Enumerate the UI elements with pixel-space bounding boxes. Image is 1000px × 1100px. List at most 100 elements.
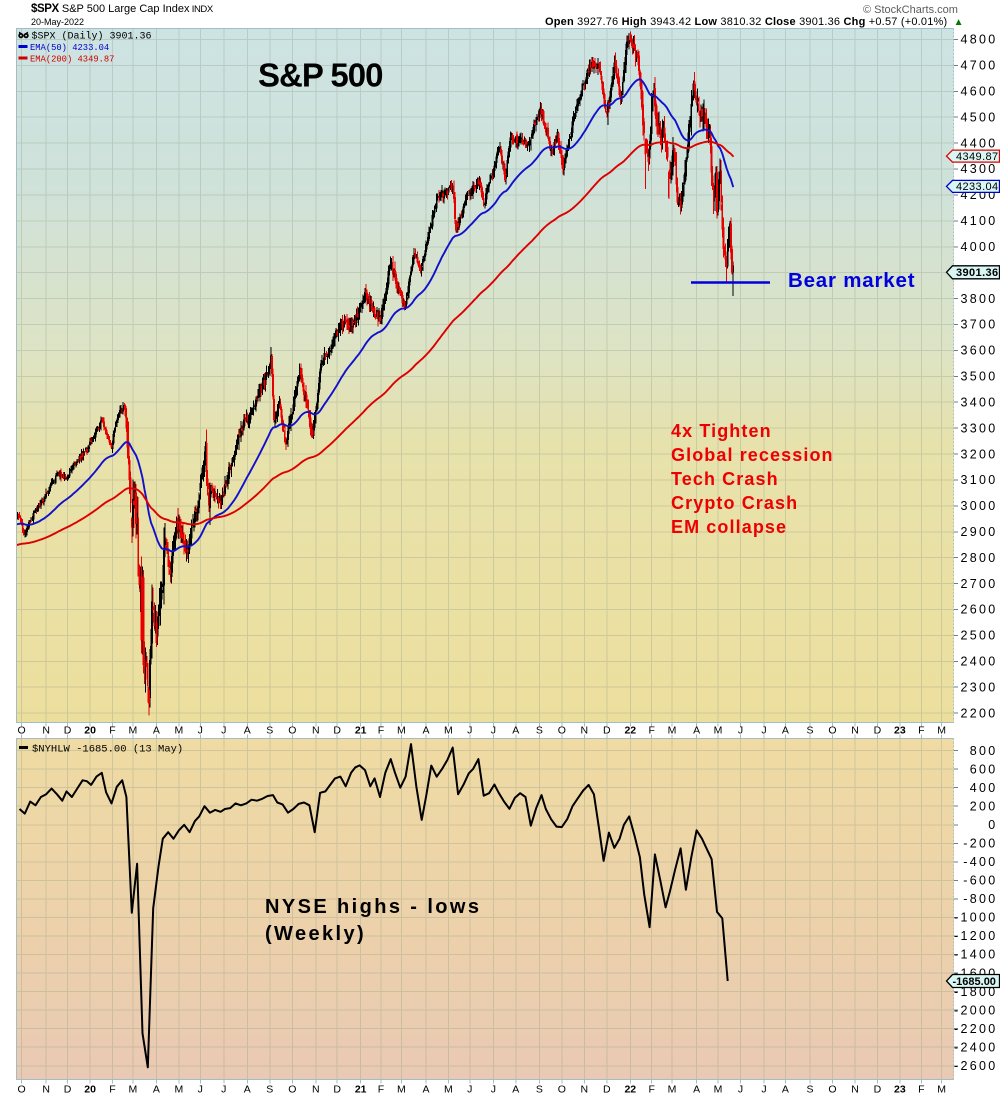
svg-text:S: S (266, 1084, 273, 1096)
svg-text:A: A (693, 725, 700, 737)
svg-text:2200: 2200 (960, 706, 997, 720)
svg-text:A: A (153, 1084, 160, 1096)
svg-text:2400: 2400 (960, 655, 997, 669)
svg-text:M: M (175, 725, 184, 737)
svg-text:F: F (918, 725, 924, 737)
svg-text:EMA(200) 4349.87: EMA(200) 4349.87 (30, 55, 114, 65)
svg-text:4233.04: 4233.04 (956, 181, 999, 193)
svg-text:D: D (874, 1084, 882, 1096)
svg-text:4349.87: 4349.87 (956, 151, 999, 163)
svg-text:D: D (603, 1084, 611, 1096)
svg-text:-800: -800 (963, 892, 997, 906)
svg-text:O: O (288, 725, 296, 737)
svg-text:F: F (378, 725, 384, 737)
svg-text:M: M (668, 725, 677, 737)
svg-text:4800: 4800 (960, 33, 997, 47)
svg-text:-2200: -2200 (954, 1022, 997, 1036)
svg-text:D: D (64, 725, 72, 737)
svg-text:A: A (153, 725, 160, 737)
svg-text:M: M (129, 725, 138, 737)
svg-text:F: F (378, 1084, 384, 1096)
svg-text:N: N (312, 1084, 320, 1096)
svg-text:A: A (782, 725, 789, 737)
svg-text:J: J (738, 1084, 743, 1096)
svg-text:4700: 4700 (960, 59, 997, 73)
svg-text:A: A (512, 725, 519, 737)
svg-text:-1000: -1000 (954, 911, 997, 925)
svg-text:4400: 4400 (960, 136, 997, 150)
svg-text:2800: 2800 (960, 551, 997, 565)
svg-text:O: O (828, 1084, 836, 1096)
svg-text:A: A (422, 725, 429, 737)
svg-text:J: J (761, 725, 766, 737)
svg-text:D: D (333, 1084, 341, 1096)
svg-text:D: D (64, 1084, 72, 1096)
svg-text:20: 20 (84, 1084, 96, 1096)
svg-text:M: M (397, 725, 406, 737)
svg-text:23: 23 (894, 1084, 906, 1096)
svg-text:4600: 4600 (960, 85, 997, 99)
svg-text:-1800: -1800 (954, 985, 997, 999)
svg-text:M: M (444, 1084, 453, 1096)
svg-text:3500: 3500 (960, 370, 997, 384)
svg-text:J: J (221, 725, 226, 737)
svg-text:-2400: -2400 (954, 1040, 997, 1054)
svg-text:F: F (648, 1084, 654, 1096)
svg-text:EM collapse: EM collapse (671, 517, 787, 537)
svg-text:A: A (244, 725, 251, 737)
svg-text:O: O (558, 1084, 566, 1096)
svg-text:A: A (422, 1084, 429, 1096)
svg-text:3800: 3800 (960, 292, 997, 306)
svg-text:$SPX (Daily) 3901.36: $SPX (Daily) 3901.36 (32, 31, 152, 43)
svg-text:22: 22 (624, 1084, 636, 1096)
svg-text:J: J (198, 1084, 203, 1096)
svg-text:F: F (109, 1084, 115, 1096)
svg-text:D: D (333, 725, 341, 737)
svg-text:-200: -200 (963, 837, 997, 851)
svg-text:O: O (828, 725, 836, 737)
svg-text:21: 21 (355, 1084, 367, 1096)
svg-text:-1200: -1200 (954, 929, 997, 943)
svg-text:-1400: -1400 (954, 948, 997, 962)
svg-text:20: 20 (84, 725, 96, 737)
svg-text:S: S (806, 725, 813, 737)
svg-text:O: O (18, 1084, 26, 1096)
svg-text:NYSE highs - lows: NYSE highs - lows (265, 896, 481, 918)
svg-text:O: O (18, 725, 26, 737)
svg-text:S: S (806, 1084, 813, 1096)
svg-text:3600: 3600 (960, 344, 997, 358)
svg-text:21: 21 (355, 725, 367, 737)
svg-text:600: 600 (970, 762, 998, 776)
svg-text:A: A (693, 1084, 700, 1096)
svg-text:N: N (42, 725, 50, 737)
svg-text:200: 200 (970, 799, 998, 813)
svg-text:4000: 4000 (960, 240, 997, 254)
svg-text:S: S (536, 1084, 543, 1096)
svg-text:$NYHLW -1685.00 (13 May): $NYHLW -1685.00 (13 May) (32, 744, 183, 756)
svg-text:S&P 500: S&P 500 (258, 57, 382, 94)
svg-text:N: N (581, 1084, 589, 1096)
svg-text:400: 400 (970, 781, 998, 795)
svg-text:F: F (109, 725, 115, 737)
svg-text:Global recession: Global recession (671, 445, 834, 465)
svg-text:J: J (738, 725, 743, 737)
svg-text:O: O (288, 1084, 296, 1096)
svg-text:(Weekly): (Weekly) (265, 923, 366, 945)
svg-text:EMA(50) 4233.04: EMA(50) 4233.04 (30, 43, 109, 53)
svg-text:3400: 3400 (960, 395, 997, 409)
svg-text:-1685.00: -1685.00 (953, 976, 996, 988)
svg-text:M: M (714, 1084, 723, 1096)
svg-text:J: J (467, 1084, 472, 1096)
svg-text:M: M (397, 1084, 406, 1096)
svg-text:D: D (603, 725, 611, 737)
svg-text:S: S (266, 725, 273, 737)
svg-text:4x Tighten: 4x Tighten (671, 421, 772, 441)
svg-text:M: M (129, 1084, 138, 1096)
svg-text:J: J (467, 725, 472, 737)
svg-text:O: O (558, 725, 566, 737)
svg-text:3200: 3200 (960, 447, 997, 461)
svg-text:A: A (782, 1084, 789, 1096)
svg-text:M: M (444, 725, 453, 737)
svg-text:N: N (581, 725, 589, 737)
svg-text:A: A (512, 1084, 519, 1096)
